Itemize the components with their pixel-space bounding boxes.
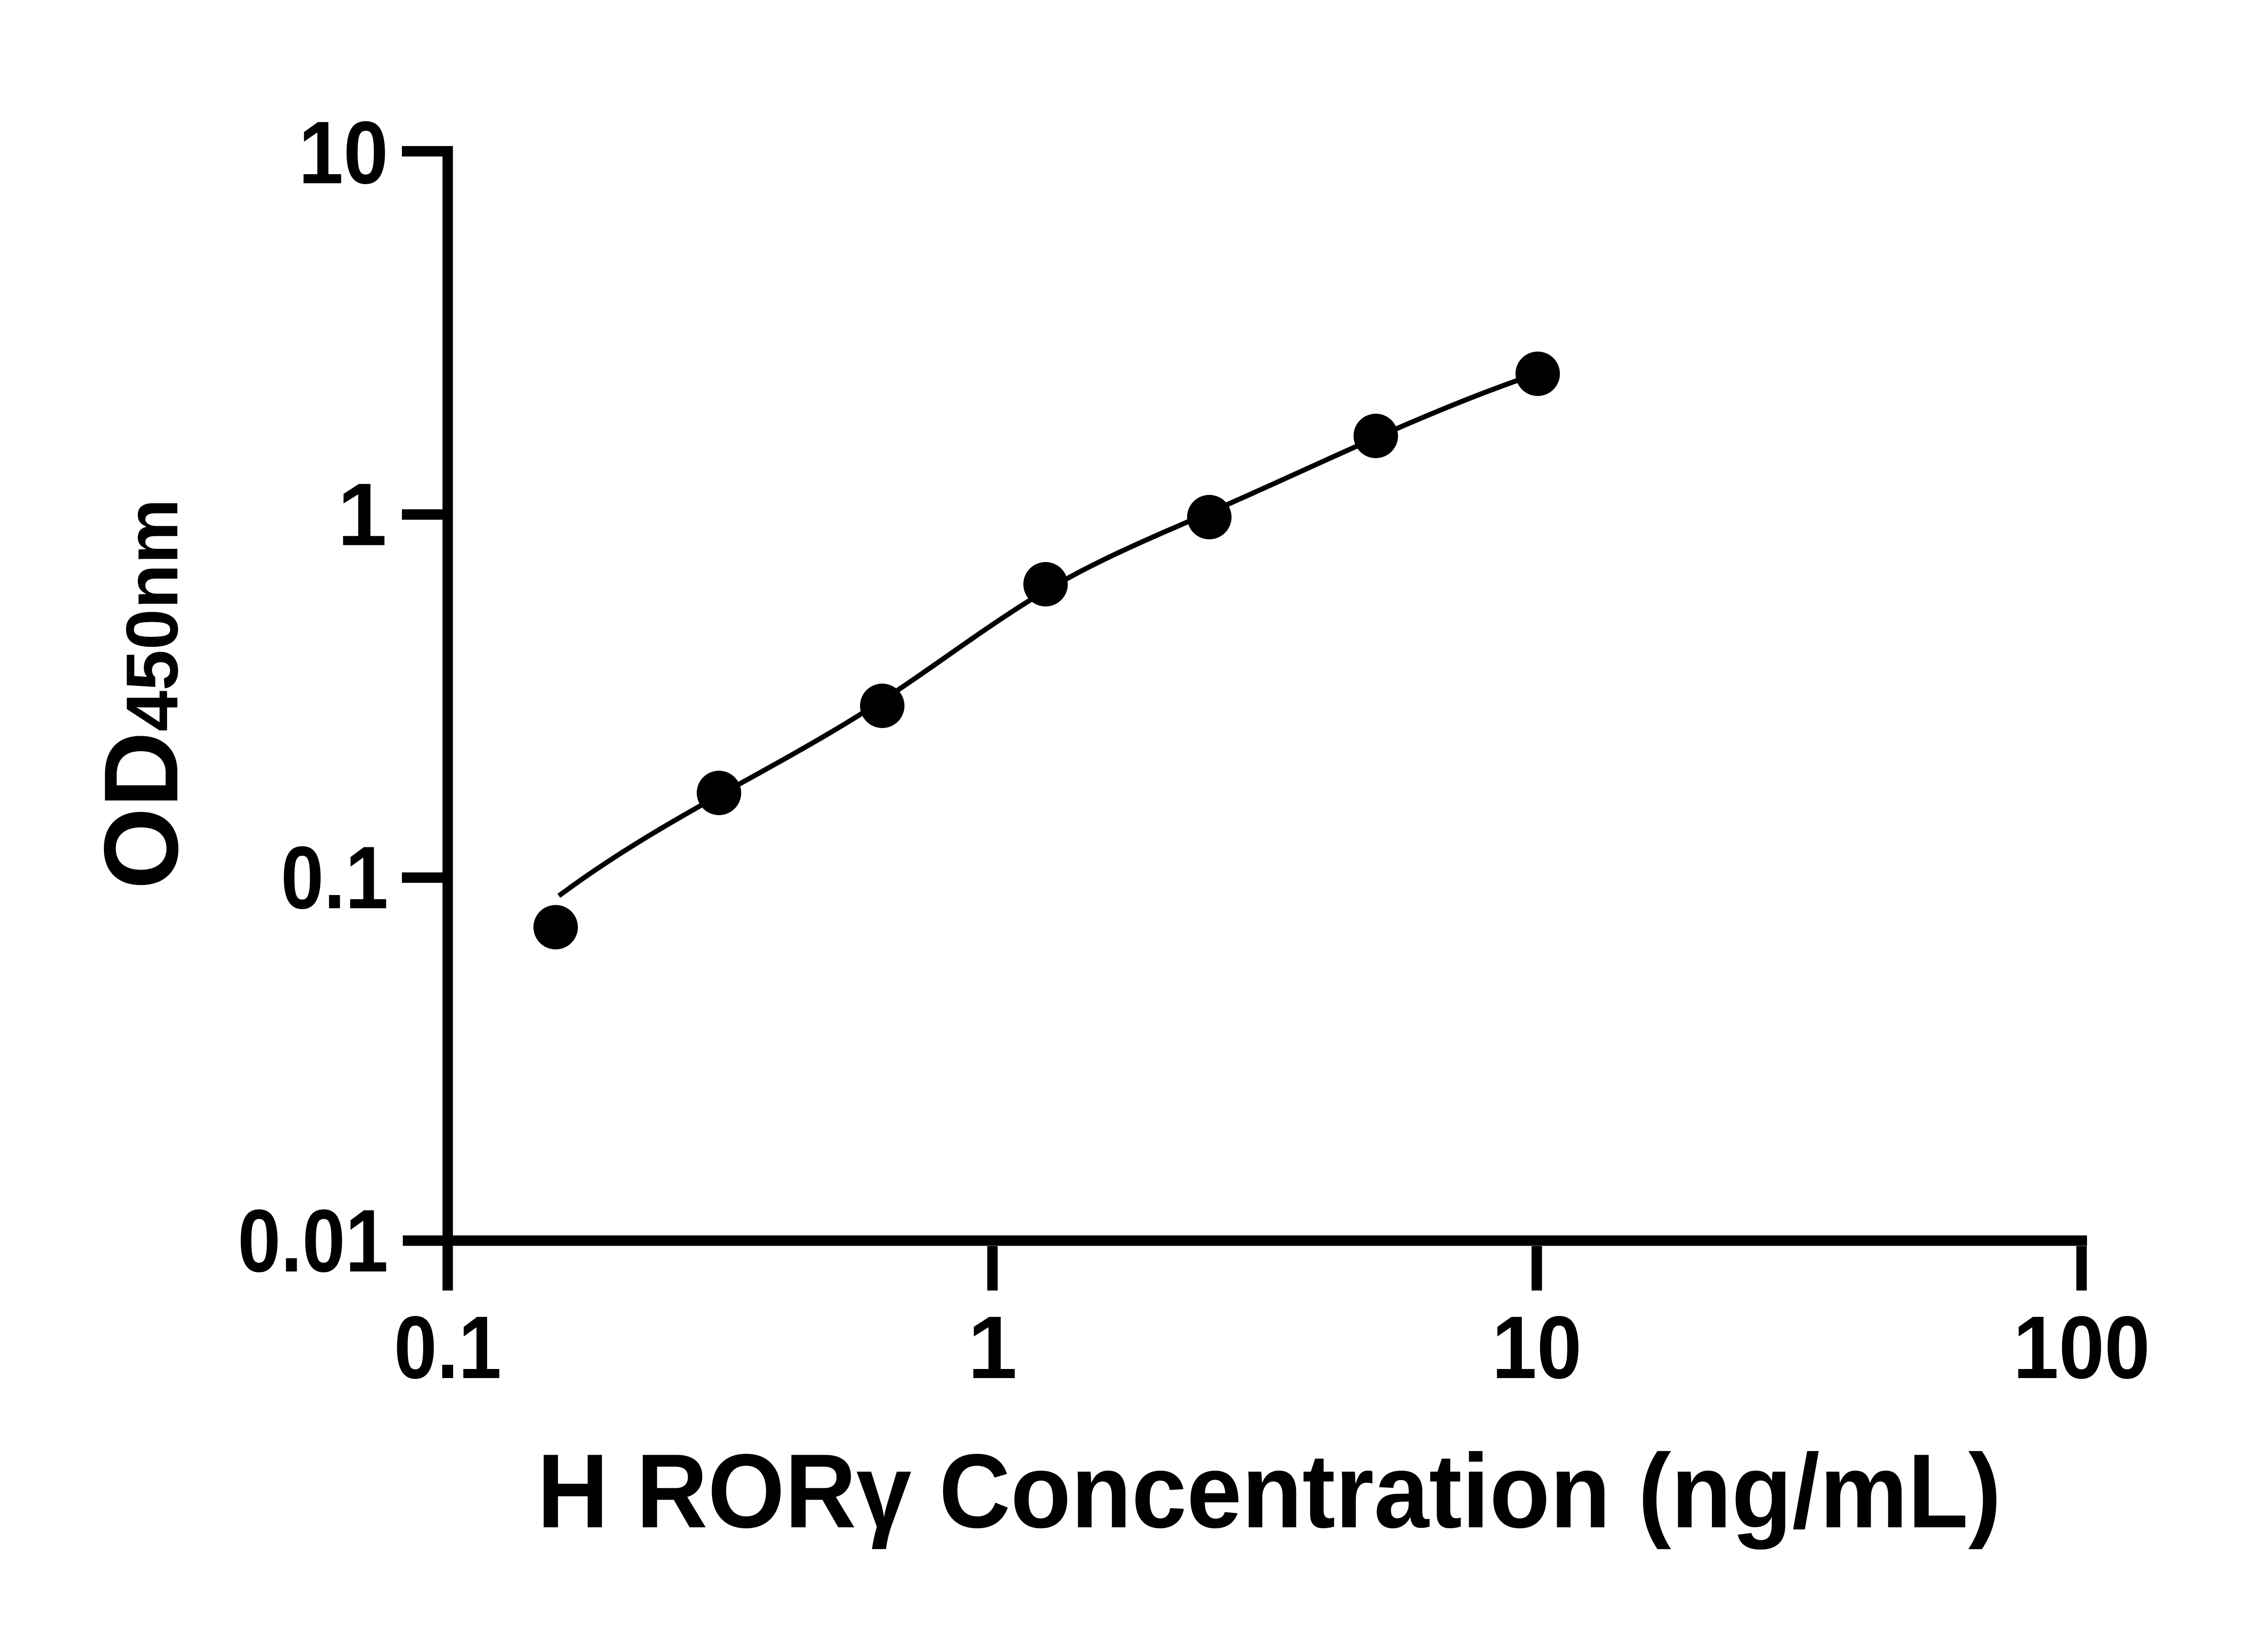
svg-text:1: 1 xyxy=(968,1298,1017,1397)
svg-text:1: 1 xyxy=(337,465,387,564)
svg-text:10: 10 xyxy=(1492,1298,1582,1397)
svg-text:10: 10 xyxy=(298,103,388,202)
svg-text:0.1: 0.1 xyxy=(394,1298,502,1397)
svg-text:0.1: 0.1 xyxy=(281,828,388,927)
svg-text:100: 100 xyxy=(2013,1298,2150,1397)
svg-text:0.01: 0.01 xyxy=(238,1191,388,1291)
svg-text:H RORγ Concentration (ng/mL): H RORγ Concentration (ng/mL) xyxy=(537,1433,2001,1550)
